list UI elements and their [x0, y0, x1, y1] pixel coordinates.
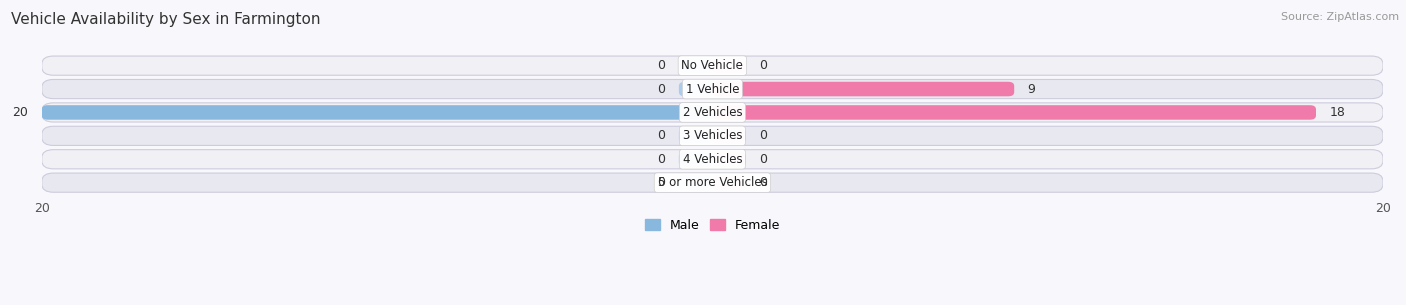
Text: 9: 9	[1028, 83, 1035, 95]
Text: 0: 0	[658, 153, 665, 166]
FancyBboxPatch shape	[713, 58, 747, 73]
Text: 0: 0	[759, 129, 768, 142]
Text: 0: 0	[658, 129, 665, 142]
Text: 0: 0	[759, 176, 768, 189]
FancyBboxPatch shape	[42, 103, 1384, 122]
FancyBboxPatch shape	[42, 173, 1384, 192]
FancyBboxPatch shape	[42, 56, 1384, 75]
FancyBboxPatch shape	[679, 58, 713, 73]
Text: 0: 0	[658, 83, 665, 95]
Text: 0: 0	[658, 59, 665, 72]
Text: 4 Vehicles: 4 Vehicles	[682, 153, 742, 166]
FancyBboxPatch shape	[42, 79, 1384, 99]
FancyBboxPatch shape	[713, 129, 747, 143]
FancyBboxPatch shape	[713, 152, 747, 167]
FancyBboxPatch shape	[42, 105, 713, 120]
Text: 2 Vehicles: 2 Vehicles	[682, 106, 742, 119]
FancyBboxPatch shape	[713, 175, 747, 190]
Text: Vehicle Availability by Sex in Farmington: Vehicle Availability by Sex in Farmingto…	[11, 12, 321, 27]
Text: 0: 0	[759, 59, 768, 72]
Text: 1 Vehicle: 1 Vehicle	[686, 83, 740, 95]
Text: No Vehicle: No Vehicle	[682, 59, 744, 72]
Text: 3 Vehicles: 3 Vehicles	[683, 129, 742, 142]
Text: Source: ZipAtlas.com: Source: ZipAtlas.com	[1281, 12, 1399, 22]
FancyBboxPatch shape	[42, 150, 1384, 169]
FancyBboxPatch shape	[713, 105, 1316, 120]
Text: 18: 18	[1330, 106, 1346, 119]
FancyBboxPatch shape	[679, 129, 713, 143]
Legend: Male, Female: Male, Female	[640, 214, 785, 237]
FancyBboxPatch shape	[679, 82, 713, 96]
Text: 0: 0	[759, 153, 768, 166]
Text: 5 or more Vehicles: 5 or more Vehicles	[658, 176, 768, 189]
FancyBboxPatch shape	[42, 126, 1384, 145]
Text: 0: 0	[658, 176, 665, 189]
FancyBboxPatch shape	[679, 152, 713, 167]
Text: 20: 20	[13, 106, 28, 119]
FancyBboxPatch shape	[713, 82, 1014, 96]
FancyBboxPatch shape	[679, 175, 713, 190]
